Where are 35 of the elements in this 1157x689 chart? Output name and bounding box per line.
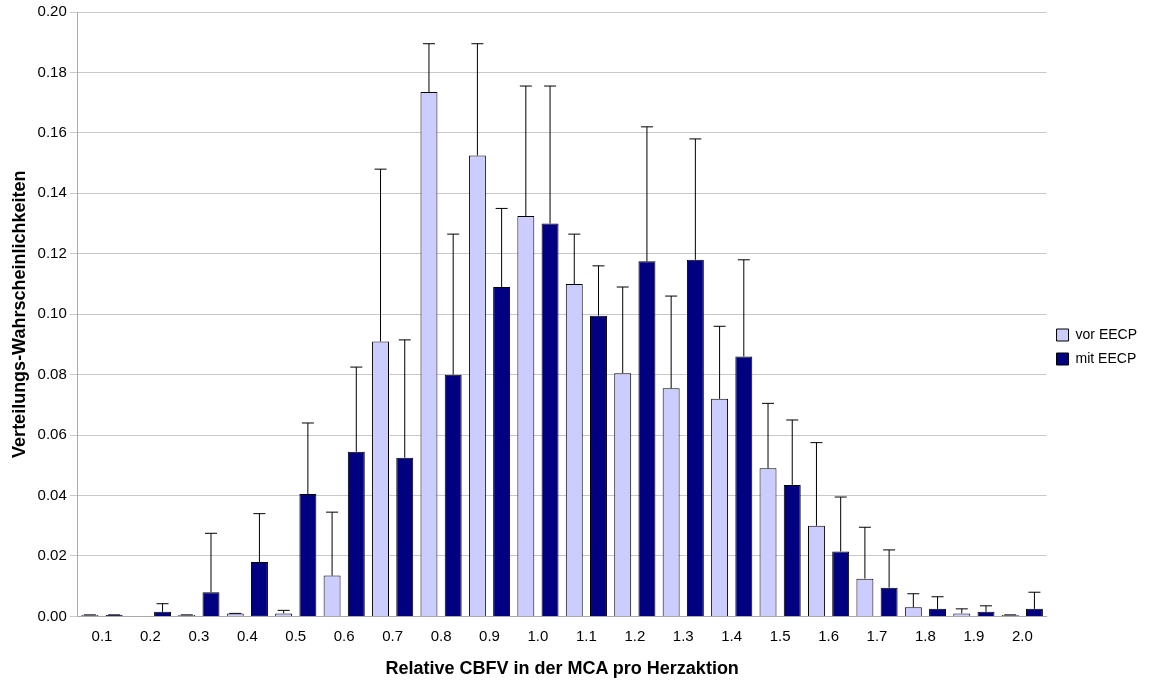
x-tick-label: 0.5: [285, 626, 307, 644]
y-tick-label: 0.06: [37, 425, 67, 443]
x-tick-label: 0.1: [91, 626, 113, 644]
y-tick-label: 0.18: [37, 62, 67, 80]
x-tick-label: 1.9: [963, 626, 985, 644]
x-tick-label: 0.8: [430, 626, 452, 644]
y-tick-label: 0.16: [37, 123, 67, 141]
y-tick-label: 0.10: [37, 304, 67, 322]
y-tick-label: 0.14: [37, 183, 67, 201]
x-tick-label: 2.0: [1011, 626, 1033, 644]
legend-label: vor EECP: [1075, 325, 1138, 342]
y-tick-label: 0.04: [37, 485, 67, 503]
x-axis-title: Relative CBFV in der MCA pro Herzaktion: [385, 658, 739, 679]
y-tick-label: 0.20: [37, 2, 67, 20]
x-tick-label: 1.0: [527, 626, 549, 644]
x-tick-label: 0.3: [188, 626, 210, 644]
x-tick-label: 1.1: [575, 626, 597, 644]
x-tick-label: 1.8: [915, 626, 936, 644]
y-tick-label: 0.12: [37, 243, 67, 261]
y-axis-title: Verteilungs-Wahrscheinlichkeiten: [8, 170, 29, 458]
legend-label: mit EECP: [1075, 349, 1137, 366]
x-tick-label: 0.6: [333, 626, 355, 644]
x-tick-label: 0.2: [140, 626, 161, 644]
x-tick-label: 1.3: [672, 626, 694, 644]
x-tick-label: 1.4: [721, 626, 743, 644]
x-tick-label: 0.9: [479, 626, 500, 644]
y-tick-label: 0.08: [37, 364, 67, 382]
x-tick-label: 1.2: [624, 626, 646, 644]
x-tick-label: 0.4: [236, 626, 258, 644]
x-tick-label: 0.7: [382, 626, 404, 644]
x-tick-label: 1.5: [769, 626, 791, 644]
y-tick-label: 0.00: [37, 606, 67, 624]
x-tick-label: 1.7: [866, 626, 888, 644]
y-tick-label: 0.02: [37, 546, 67, 564]
x-tick-label: 1.6: [818, 626, 839, 644]
